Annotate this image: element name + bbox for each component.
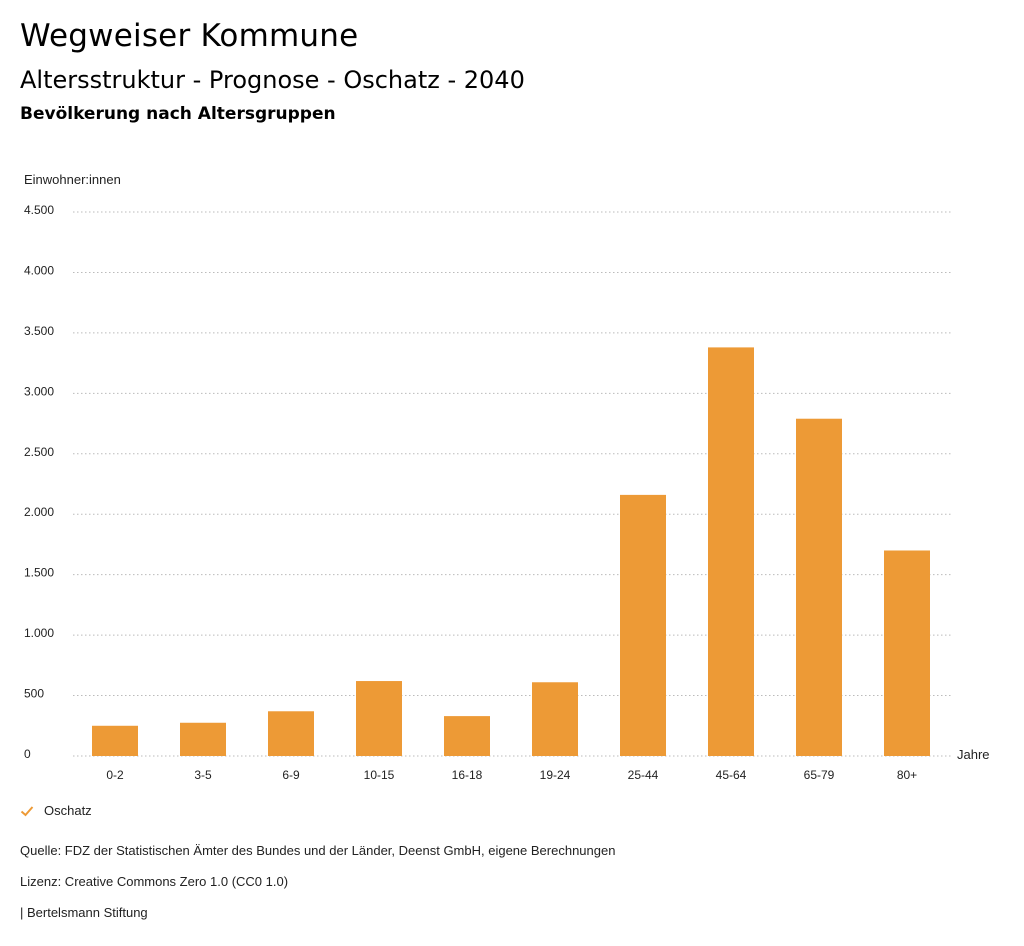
x-tick-label: 80+	[897, 768, 917, 782]
y-tick-label: 2.000	[24, 505, 54, 519]
legend-item-oschatz[interactable]: Oschatz	[20, 803, 92, 818]
page-title: Wegweiser Kommune	[20, 18, 359, 54]
y-axis-label: Einwohner:innen	[24, 172, 121, 187]
bar-80+[interactable]	[884, 550, 930, 756]
bar-3-5[interactable]	[180, 722, 226, 756]
y-tick-label: 1.000	[24, 626, 54, 640]
check-icon	[20, 805, 34, 816]
x-tick-label: 6-9	[282, 768, 300, 782]
x-tick-label: 16-18	[452, 768, 483, 782]
chart-subtitle: Altersstruktur - Prognose - Oschatz - 20…	[20, 66, 525, 94]
source-note: Quelle: FDZ der Statistischen Ämter des …	[20, 843, 616, 858]
bar-65-79[interactable]	[796, 418, 842, 756]
y-tick-label: 4.000	[24, 263, 54, 277]
x-tick-label: 25-44	[628, 768, 659, 782]
y-tick-label: 2.500	[24, 445, 54, 459]
y-tick-label: 1.500	[24, 566, 54, 580]
x-tick-label: 3-5	[194, 768, 212, 782]
bar-45-64[interactable]	[708, 347, 754, 756]
publisher-note: | Bertelsmann Stiftung	[20, 905, 148, 920]
bar-chart: Einwohner:innen Jahre 0 500 1.000 1.500 2.00…	[24, 172, 990, 782]
bar-6-9[interactable]	[268, 711, 314, 756]
x-tick-label: 45-64	[716, 768, 747, 782]
y-tick-label: 500	[24, 687, 44, 701]
x-tick-label: 19-24	[540, 768, 571, 782]
x-tick-label: 0-2	[106, 768, 124, 782]
chart-section-title: Bevölkerung nach Altersgruppen	[20, 104, 336, 124]
y-tick-label: 3.000	[24, 384, 54, 398]
bar-19-24[interactable]	[532, 682, 578, 756]
license-note: Lizenz: Creative Commons Zero 1.0 (CC0 1…	[20, 874, 289, 889]
legend-label: Oschatz	[44, 803, 92, 818]
bar-25-44[interactable]	[620, 494, 666, 756]
y-tick-label: 4.500	[24, 203, 54, 217]
bar-10-15[interactable]	[356, 681, 402, 756]
bar-0-2[interactable]	[92, 725, 138, 756]
bar-16-18[interactable]	[444, 716, 490, 756]
y-tick-label: 0	[24, 747, 31, 761]
y-tick-label: 3.500	[24, 324, 54, 338]
x-tick-label: 10-15	[364, 768, 395, 782]
x-axis-label: Jahre	[957, 747, 990, 762]
x-tick-label: 65-79	[804, 768, 835, 782]
